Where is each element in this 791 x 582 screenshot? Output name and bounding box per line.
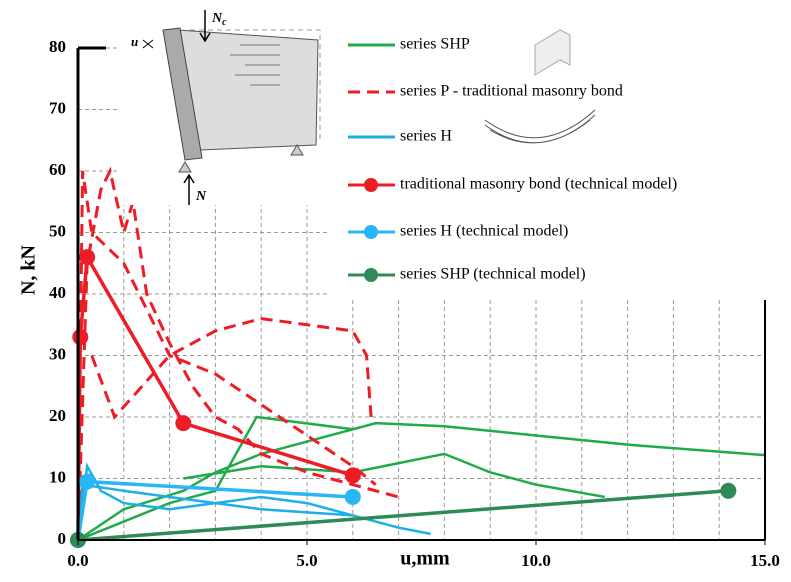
series-marker <box>79 473 96 490</box>
diagram-label: u <box>131 34 138 49</box>
diagram-label: N <box>211 11 223 26</box>
foreground: 0 10 20 30 40 50 60 70 80 0.0 5.0 10.0 15.0 u,mm N, kN <box>18 37 780 570</box>
diagram-subscript: c <box>222 17 227 28</box>
x-tick-label: 10.0 <box>521 551 551 570</box>
y-tick-label: 60 <box>49 160 66 179</box>
series-marker <box>79 249 96 266</box>
y-tick-label: 10 <box>49 467 66 486</box>
series-line <box>76 166 399 541</box>
legend-label: series P - traditional masonry bond <box>400 83 623 100</box>
legend-label: series SHP (technical model) <box>400 266 586 283</box>
diagram-label: Nc <box>211 11 227 28</box>
legend-marker <box>364 268 378 282</box>
legend-label: traditional masonry bond (technical mode… <box>400 176 677 193</box>
series-marker <box>72 329 89 346</box>
x-tick-label: 15.0 <box>750 551 780 570</box>
legend-background <box>330 18 791 300</box>
series-marker <box>175 415 192 432</box>
y-tick-label: 30 <box>49 344 66 363</box>
y-tick-label: 20 <box>49 406 66 425</box>
diagram-label: N <box>195 189 207 204</box>
series-marker <box>720 482 737 499</box>
legend-marker <box>364 178 378 192</box>
x-axis-title: u,mm <box>400 548 450 570</box>
legend-marker <box>364 225 378 239</box>
y-tick-label: 0 <box>58 529 67 548</box>
series-marker <box>344 488 361 505</box>
legend-label: series H <box>400 128 452 145</box>
y-axis-title: N, kN <box>18 244 40 295</box>
legend-label: series SHP <box>400 36 470 53</box>
series-line <box>77 489 729 542</box>
y-tick-label: 80 <box>49 37 66 56</box>
series-line <box>77 415 766 542</box>
x-tick-label: 5.0 <box>296 551 317 570</box>
series-marker <box>344 467 361 484</box>
y-tick-label: 70 <box>49 98 66 117</box>
overlay: u Nc N series SHP series P - traditional … <box>120 0 791 300</box>
series-line <box>76 462 431 541</box>
wall-diagram: u Nc N <box>131 10 321 205</box>
x-tick-label: 0.0 <box>67 551 88 570</box>
legend-label: series H (technical model) <box>400 223 568 240</box>
y-tick-label: 50 <box>49 221 66 240</box>
y-tick-label: 40 <box>49 283 66 302</box>
legend-icons <box>484 29 596 144</box>
